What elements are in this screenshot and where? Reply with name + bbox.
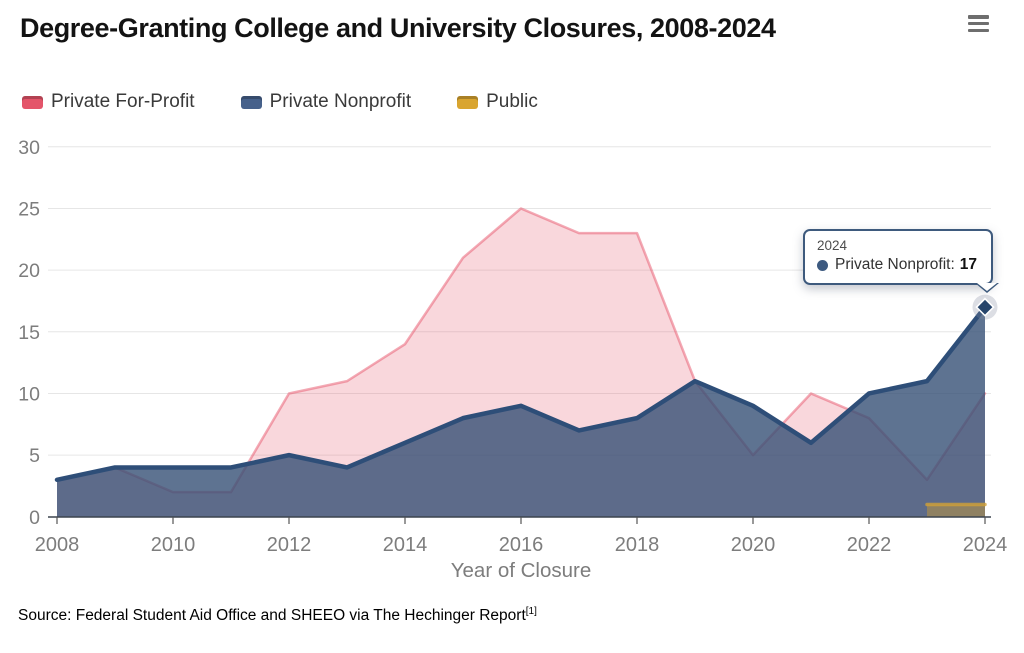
x-axis-title: Year of Closure [451, 559, 592, 582]
forprofit-area [57, 208, 985, 517]
legend-label: Public [486, 91, 538, 112]
x-axis-label: 2024 [963, 534, 1008, 556]
hamburger-bar [968, 28, 989, 33]
source-citation: Source: Federal Student Aid Office and S… [18, 606, 537, 625]
area-series-symbol-icon [22, 95, 43, 109]
x-axis-label: 2018 [615, 534, 660, 556]
y-axis-label: 25 [18, 198, 40, 220]
point-marker-2024[interactable] [975, 297, 995, 317]
y-axis-label: 10 [18, 383, 40, 405]
x-axis-label: 2014 [383, 534, 428, 556]
area-series-symbol-icon [240, 95, 262, 109]
tooltip-arrow [977, 283, 997, 291]
y-axis-label: 5 [29, 445, 40, 467]
legend-item-private-nonprofit[interactable]: Private Nonprofit [240, 91, 412, 113]
x-axis-label: 2010 [151, 534, 196, 556]
y-axis-label: 30 [18, 137, 40, 159]
x-axis-label: 2020 [731, 534, 776, 556]
x-axis-label: 2016 [499, 534, 544, 556]
legend: Private For-Profit Private Nonprofit Publi… [22, 91, 538, 113]
legend-item-private-for-profit[interactable]: Private For-Profit [22, 91, 195, 113]
x-axis-label: 2012 [267, 534, 312, 556]
tooltip-series-label: Private Nonprofit: [835, 256, 955, 273]
hamburger-bar [968, 15, 989, 19]
hamburger-bar [968, 21, 989, 26]
context-menu-icon[interactable] [968, 15, 989, 34]
nonprofit-line [54, 304, 988, 483]
y-axis-label: 0 [29, 507, 40, 529]
area-series-symbol-icon [457, 95, 479, 109]
source-footnote-marker: [1] [525, 606, 537, 617]
chart-title: Degree-Granting College and University C… [20, 13, 776, 43]
tooltip: 2024 Private Nonprofit: 17 [803, 229, 999, 293]
source-text: Source: Federal Student Aid Office and S… [18, 607, 526, 625]
public-area [927, 504, 985, 517]
y-axis-label: 20 [18, 260, 40, 282]
tooltip-year: 2024 [817, 238, 848, 253]
tooltip-value: 17 [959, 256, 977, 273]
x-axis-label: 2022 [847, 534, 892, 556]
y-axis-label: 15 [18, 322, 40, 344]
legend-label: Private For-Profit [51, 91, 195, 112]
x-axis-label: 2008 [35, 534, 80, 556]
series-dot-icon [817, 259, 828, 271]
legend-item-public[interactable]: Public [457, 91, 538, 113]
nonprofit-area [57, 307, 985, 517]
legend-label: Private Nonprofit [269, 91, 412, 112]
